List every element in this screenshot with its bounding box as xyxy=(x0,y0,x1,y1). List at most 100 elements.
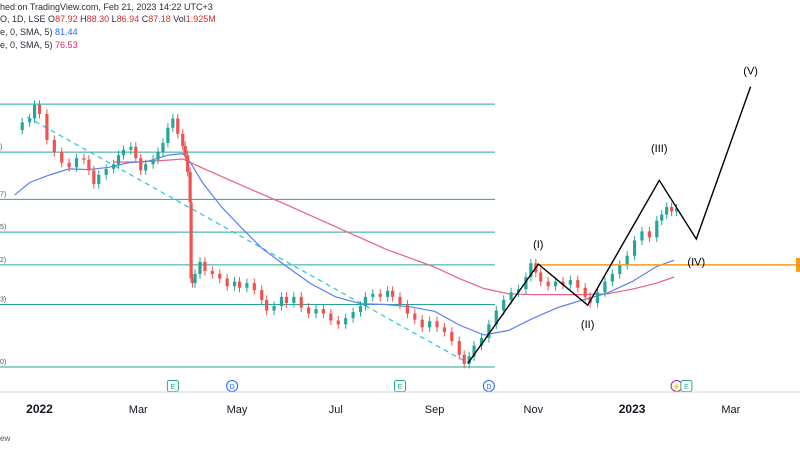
open-value: 87.92 xyxy=(55,14,78,24)
open-label: O xyxy=(48,14,56,24)
candle-body xyxy=(660,214,664,221)
candle-body xyxy=(161,142,165,153)
candle-body xyxy=(260,290,264,300)
candle-body xyxy=(450,331,454,342)
moving-averages xyxy=(14,152,675,336)
candle-body xyxy=(524,277,528,290)
candle-body xyxy=(390,290,395,297)
ma-slow-legend[interactable]: e, 0, SMA, 5) 76.53 xyxy=(0,40,78,50)
candle-body xyxy=(655,220,659,238)
candle-body xyxy=(299,296,303,308)
candle-body xyxy=(116,155,121,165)
candle-body xyxy=(467,356,471,364)
candle-body xyxy=(351,312,355,319)
fib-label-5: 3) xyxy=(0,296,6,303)
wave-label-0: (I) xyxy=(533,239,543,251)
candle-body xyxy=(279,296,284,306)
candle-body xyxy=(28,118,32,123)
candle-body xyxy=(176,118,180,134)
candle-body xyxy=(670,206,674,212)
event-marker-letter: D xyxy=(230,384,235,391)
trendline xyxy=(26,116,469,364)
candle-body xyxy=(462,354,466,364)
candle-body xyxy=(494,310,498,325)
support-price-tag xyxy=(796,257,800,272)
fib-label-4: 2) xyxy=(0,257,6,264)
candle-body xyxy=(265,299,269,311)
trendline-group xyxy=(26,116,469,364)
candle-body xyxy=(144,164,148,171)
candle-body xyxy=(371,293,375,297)
x-tick-0: 2022 xyxy=(26,402,53,416)
event-marker-letter: ⚡ xyxy=(672,382,681,391)
x-tick-6: 2023 xyxy=(619,402,646,416)
candle-body xyxy=(97,174,101,185)
candle-body xyxy=(420,319,424,328)
candle-body xyxy=(561,281,565,285)
candle-body xyxy=(67,162,71,168)
candle-body xyxy=(198,261,202,274)
candle-body xyxy=(529,263,533,278)
event-marker-4[interactable]: ⚡ xyxy=(670,380,683,392)
candle-body xyxy=(284,296,289,303)
candle-body xyxy=(314,309,318,314)
candle-body xyxy=(576,280,580,288)
candle-body xyxy=(539,272,543,282)
wave-path xyxy=(467,86,752,364)
candle-body xyxy=(479,338,484,346)
candle-body xyxy=(181,133,185,146)
ma-fast-value: 81.44 xyxy=(55,27,78,37)
candle-body xyxy=(232,281,237,287)
event-marker-0[interactable]: E xyxy=(166,380,179,392)
ma-fast-line xyxy=(14,152,675,336)
symbol-info: O, 1D, LSE xyxy=(0,14,46,24)
candle-body xyxy=(104,168,108,175)
wave-label-4: (V) xyxy=(743,65,758,77)
candle-body xyxy=(60,152,64,163)
candle-body xyxy=(640,231,644,241)
event-marker-1[interactable]: D xyxy=(226,380,239,392)
candle-body xyxy=(292,296,296,303)
x-tick-4: Sep xyxy=(425,404,445,416)
candle-body xyxy=(398,296,402,305)
x-tick-3: Jul xyxy=(329,404,343,416)
close-value: 87.18 xyxy=(148,14,171,24)
candle-body xyxy=(45,114,49,140)
candle-body xyxy=(665,206,669,215)
elliott-wave xyxy=(467,86,752,364)
event-markers[interactable]: E D E D ⚡ E xyxy=(166,380,693,392)
candle-body xyxy=(618,264,622,274)
fib-label-2: 7) xyxy=(0,191,6,198)
ma-slow-value: 76.53 xyxy=(55,40,78,50)
event-marker-letter: E xyxy=(171,384,176,391)
support-group xyxy=(538,257,800,272)
candle-body xyxy=(603,281,607,293)
candle-body xyxy=(442,327,447,332)
low-value: 86.94 xyxy=(116,14,140,24)
candle-body xyxy=(674,208,679,212)
candle-body xyxy=(156,152,160,160)
event-marker-2[interactable]: E xyxy=(394,380,406,392)
candle-body xyxy=(92,170,96,185)
candle-body xyxy=(647,231,651,238)
event-marker-5[interactable]: E xyxy=(680,380,693,392)
candle-body xyxy=(139,158,143,171)
candle-body xyxy=(435,321,439,328)
volume-value: 1.925M xyxy=(185,14,216,24)
candle-body xyxy=(52,139,56,153)
wave-label-2: (III) xyxy=(651,143,668,155)
candle-body xyxy=(358,306,363,313)
candle-body xyxy=(363,296,368,306)
event-marker-3[interactable]: D xyxy=(482,380,495,392)
wave-label-3: (IV) xyxy=(687,257,705,269)
candle-body xyxy=(74,158,79,168)
event-marker-letter: D xyxy=(486,384,491,391)
candle-body xyxy=(502,299,506,311)
candle-body xyxy=(413,313,417,320)
close-label: C xyxy=(141,14,149,24)
candle-body xyxy=(166,127,170,143)
candle-body xyxy=(386,290,390,297)
ma-fast-legend[interactable]: e, 0, SMA, 5) 81.44 xyxy=(0,27,78,37)
candle-body xyxy=(487,324,491,338)
